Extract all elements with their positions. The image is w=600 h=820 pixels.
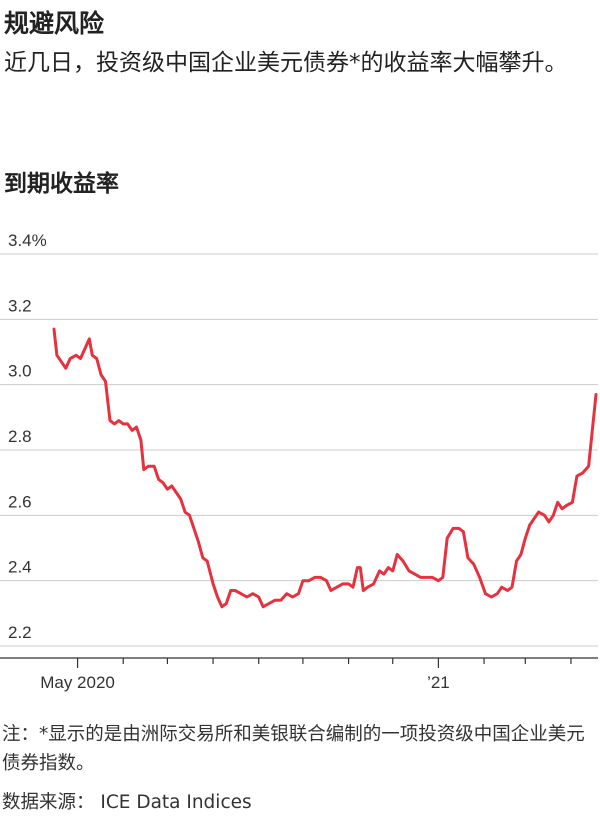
source-credit: 数据来源： ICE Data Indices <box>2 792 252 813</box>
series-lines <box>52 327 598 609</box>
x-tick-label: ’21 <box>427 673 450 692</box>
y-tick-label: 2.8 <box>8 427 32 446</box>
x-axis: May 2020 ’21 <box>0 657 598 692</box>
y-tick-label: 2.4 <box>8 558 32 577</box>
y-tick-label: 2.2 <box>8 623 32 642</box>
yield-line-chart: 2.2 2.4 2.6 2.8 3.0 3.2 3.4% May 2020 ’21 <box>0 231 598 692</box>
chart-series-label: 到期收益率 <box>4 171 119 197</box>
chart-title: 规避风险 <box>4 9 105 38</box>
y-tick-label: 3.4% <box>8 231 47 250</box>
y-axis-labels: 2.2 2.4 2.6 2.8 3.0 3.2 3.4% <box>8 231 47 642</box>
gridlines <box>0 253 598 647</box>
y-tick-label: 3.0 <box>8 362 32 381</box>
series-line <box>52 327 598 609</box>
y-tick-label: 2.6 <box>8 492 32 511</box>
chart-subtitle: 近几日，投资级中国企业美元债券*的收益率大幅攀升。 <box>4 50 568 76</box>
x-tick-label: May 2020 <box>40 673 115 692</box>
footnote: 注：*显示的是由洲际交易所和美银联合编制的一项投资级中国企业美元债券指数。 <box>2 724 585 774</box>
y-tick-label: 3.2 <box>8 296 32 315</box>
